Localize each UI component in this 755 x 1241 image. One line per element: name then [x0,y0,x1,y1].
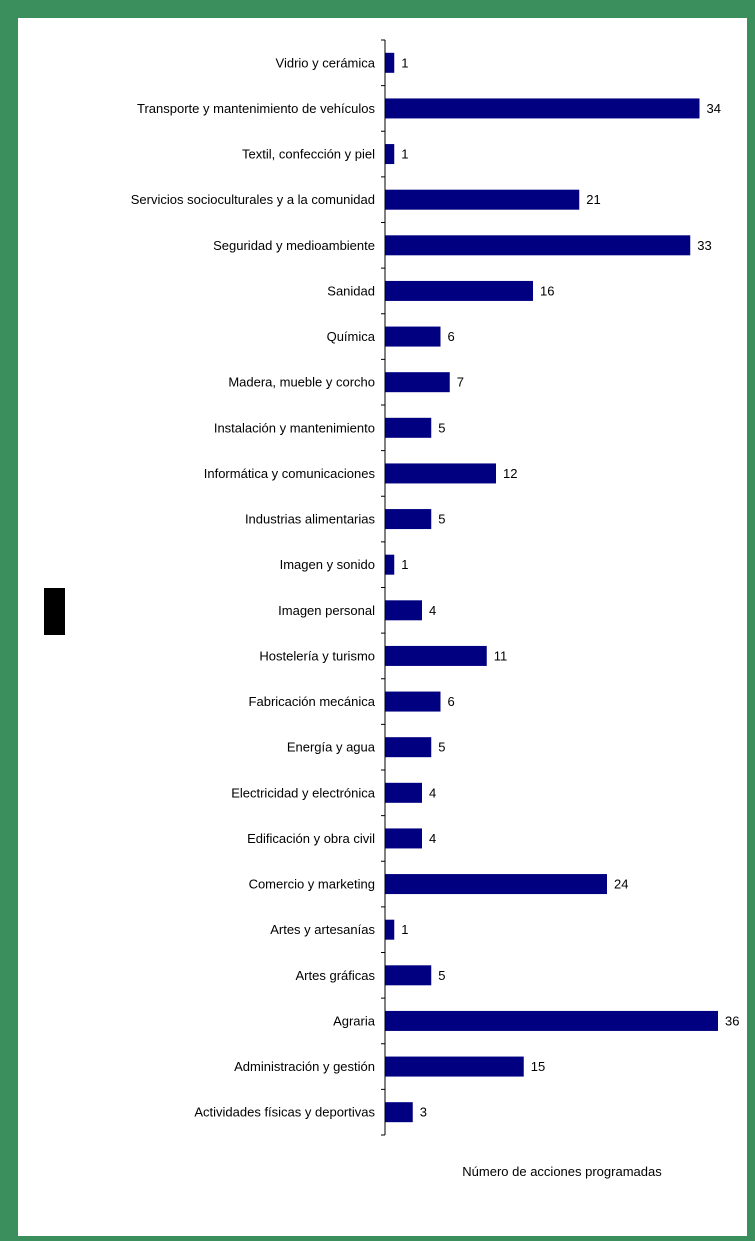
bar [385,1056,524,1077]
category-label: Fabricación mecánica [249,694,376,709]
category-label: Administración y gestión [234,1059,375,1074]
value-label: 34 [707,101,721,116]
category-label: Textil, confección y piel [242,147,375,162]
value-label: 21 [586,192,600,207]
value-label: 7 [457,375,464,390]
category-label: Electricidad y electrónica [231,785,376,800]
bar [385,874,607,895]
bar [385,1010,718,1031]
bar [385,189,580,210]
category-label: Artes y artesanías [270,922,375,937]
category-labels-group: Vidrio y cerámica Transporte y mantenimie… [131,55,376,1119]
category-label: Comercio y marketing [249,877,375,892]
bar [385,645,487,666]
value-label: 4 [429,603,436,618]
bar [385,52,395,73]
value-label: 1 [401,55,408,70]
category-label: Agraria [333,1013,376,1028]
bar [385,737,432,758]
bar [385,600,422,621]
bar [385,965,432,986]
value-label: 6 [448,694,455,709]
axis-ticks-group [381,39,385,1136]
category-label: Informática y comunicaciones [204,466,376,481]
bar [385,1102,413,1123]
bar [385,280,533,301]
category-label: Vidrio y cerámica [276,55,376,70]
value-label: 36 [725,1013,739,1028]
bar [385,509,432,530]
category-label: Energía y agua [287,740,376,755]
value-label: 15 [531,1059,545,1074]
category-label: Sanidad [327,283,375,298]
bar [385,326,441,347]
bar [385,828,422,849]
value-label: 11 [494,648,508,663]
bars-group [385,52,718,1123]
value-label: 5 [438,512,445,527]
bar [385,554,395,575]
bar [385,235,691,256]
value-label: 4 [429,785,436,800]
category-label: Hostelería y turismo [259,648,375,663]
category-label: Química [327,329,376,344]
category-label: Edificación y obra civil [247,831,375,846]
category-label: Madera, mueble y corcho [228,375,375,390]
bar [385,372,450,393]
value-label: 33 [697,238,711,253]
black-block [44,588,65,635]
x-axis-title: Número de acciones programadas [462,1164,662,1179]
value-label: 1 [401,922,408,937]
category-label: Actividades físicas y deportivas [194,1105,375,1120]
value-label: 1 [401,147,408,162]
category-label: Instalación y mantenimiento [214,420,375,435]
bar [385,919,395,940]
category-label: Artes gráficas [296,968,376,983]
value-label: 1 [401,557,408,572]
bar [385,417,432,438]
value-label: 24 [614,877,628,892]
bar [385,98,700,119]
category-label: Seguridad y medioambiente [213,238,375,253]
category-label: Imagen y sonido [280,557,375,572]
value-label: 6 [448,329,455,344]
value-label: 4 [429,831,436,846]
value-label: 5 [438,420,445,435]
value-label: 12 [503,466,517,481]
bar [385,144,395,165]
category-label: Transporte y mantenimiento de vehículos [137,101,375,116]
bar [385,691,441,712]
bar [385,782,422,803]
value-label: 16 [540,283,554,298]
value-label: 5 [438,968,445,983]
category-label: Imagen personal [278,603,375,618]
value-label: 3 [420,1105,427,1120]
category-label: Servicios socioculturales y a la comunid… [131,192,375,207]
value-label: 5 [438,740,445,755]
bar [385,463,496,484]
category-label: Industrias alimentarias [245,512,376,527]
